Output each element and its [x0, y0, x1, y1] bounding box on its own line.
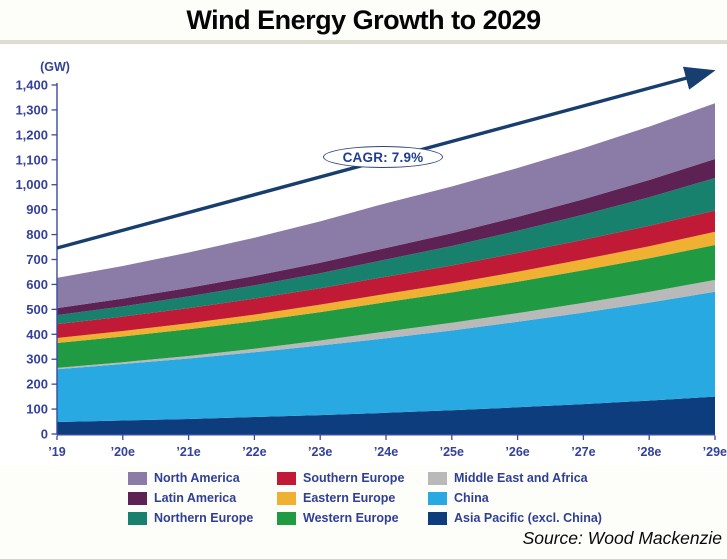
legend-swatch-northern-europe [128, 511, 147, 525]
y-tick-label: 100 [26, 402, 48, 417]
legend-item-eastern-europe: Eastern Europe [277, 488, 428, 508]
legend-item-middle-east-and-africa: Middle East and Africa [428, 468, 602, 488]
legend-label-middle-east-and-africa: Middle East and Africa [454, 471, 588, 485]
x-tick-label: ’24e [374, 445, 398, 459]
stacked-area-chart: 0 100 200 300 400 500 600 700 800 900 1,000 1,100 1,… [0, 45, 727, 465]
legend-swatch-north-america [128, 471, 147, 485]
legend-label-china: China [454, 491, 489, 505]
x-tick-label: ’22e [242, 445, 266, 459]
legend-swatch-asia-pacific-excl-china [428, 511, 447, 525]
area-southern-europe [57, 210, 715, 338]
legend-label-latin-america: Latin America [154, 491, 237, 505]
y-tick-label: 200 [26, 377, 48, 392]
chart-legend: North America Latin America Northern Europ… [128, 468, 602, 528]
legend-item-latin-america: Latin America [128, 488, 277, 508]
cagr-annotation-label: CAGR: 7.9% [342, 149, 424, 165]
legend-label-southern-europe: Southern Europe [303, 471, 405, 485]
area-eastern-europe [57, 231, 715, 343]
chart-plot-area: 0 100 200 300 400 500 600 700 800 900 1,000 1,100 1,… [0, 45, 727, 465]
area-china [57, 291, 715, 422]
x-tick-label: ’23e [308, 445, 332, 459]
legend-swatch-eastern-europe [277, 491, 296, 505]
source-attribution: Source: Wood Mackenzie [522, 528, 722, 548]
y-tick-label: 1,400 [15, 78, 48, 93]
legend-swatch-china [428, 491, 447, 505]
legend-label-asia-pacific-excl-china: Asia Pacific (excl. China) [454, 511, 602, 525]
legend-swatch-southern-europe [277, 471, 296, 485]
y-tick-label: 1,000 [15, 177, 48, 192]
y-tick-label: 0 [41, 427, 48, 442]
y-tick-label: 1,200 [15, 127, 48, 142]
y-tick-label: 900 [26, 202, 48, 217]
y-axis-unit-label: (GW) [40, 60, 70, 74]
legend-item-southern-europe: Southern Europe [277, 468, 428, 488]
legend-item-western-europe: Western Europe [277, 508, 428, 528]
legend-swatch-latin-america [128, 491, 147, 505]
chart-title: Wind Energy Growth to 2029 [186, 5, 541, 35]
legend-swatch-western-europe [277, 511, 296, 525]
x-tick-label: ’25e [440, 445, 464, 459]
y-tick-label: 300 [26, 352, 48, 367]
title-divider [0, 40, 727, 44]
x-tick-label: ’20e [111, 445, 135, 459]
x-tick-label: ’26e [505, 445, 529, 459]
legend-swatch-middle-east-and-africa [428, 471, 447, 485]
y-tick-label: 400 [26, 327, 48, 342]
area-western-europe [57, 245, 715, 368]
x-tick-label: ’21e [176, 445, 200, 459]
legend-label-northern-europe: Northern Europe [154, 511, 254, 525]
legend-label-western-europe: Western Europe [303, 511, 399, 525]
x-tick-label: ’28e [637, 445, 661, 459]
cagr-annotation-bubble: CAGR: 7.9% [323, 146, 443, 168]
area-north-america [57, 103, 715, 309]
area-asia-pacific-excl-china [57, 396, 715, 434]
legend-item-north-america: North America [128, 468, 277, 488]
legend-item-china: China [428, 488, 602, 508]
y-tick-label: 1,100 [15, 152, 48, 167]
area-northern-europe [57, 178, 715, 325]
legend-item-northern-europe: Northern Europe [128, 508, 277, 528]
legend-label-north-america: North America [154, 471, 240, 485]
x-tick-label: ’29e [703, 445, 727, 459]
y-tick-label: 800 [26, 227, 48, 242]
area-latin-america [57, 159, 715, 316]
y-tick-label: 600 [26, 277, 48, 292]
y-tick-label: 1,300 [15, 102, 48, 117]
legend-item-asia-pacific-excl-china: Asia Pacific (excl. China) [428, 508, 602, 528]
legend-label-eastern-europe: Eastern Europe [303, 491, 396, 505]
x-tick-label: ’27e [571, 445, 595, 459]
y-tick-label: 500 [26, 302, 48, 317]
y-tick-label: 700 [26, 252, 48, 267]
x-tick-label: ’19 [48, 445, 65, 459]
